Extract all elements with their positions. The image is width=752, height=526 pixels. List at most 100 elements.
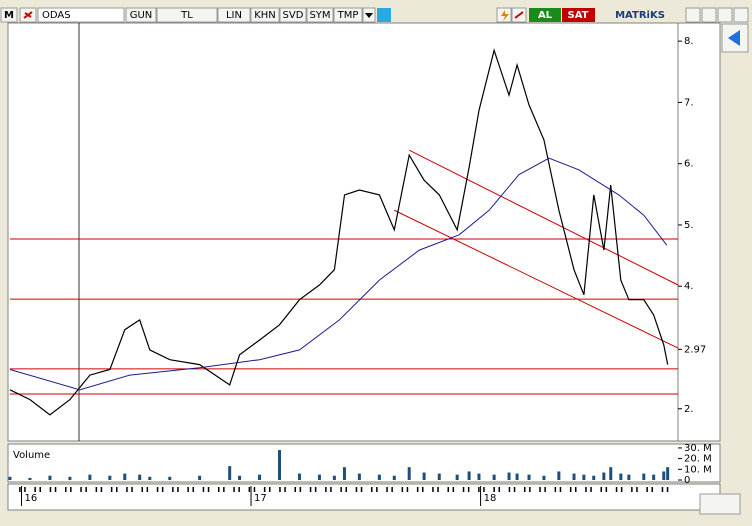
refresh-button[interactable] [699,493,741,515]
volume-bar [557,471,561,480]
minor-tick [207,487,210,492]
minor-tick [575,487,577,492]
x-tick-label: 18 [484,493,497,504]
toolbar-button-label: LIN [226,10,242,21]
restore[interactable] [717,7,733,23]
minor-tick [620,487,623,492]
volume-bar [317,474,321,480]
volume-bar [168,476,172,480]
x-tick-label: 16 [24,493,37,504]
minor-tick [156,487,159,492]
minor-tick [529,487,531,492]
volume-bar [377,474,381,480]
x-axis-panel [7,483,721,511]
close[interactable] [733,7,749,23]
minor-tick [452,487,455,492]
trend-line [394,209,679,349]
y-tick-label: 7. [684,97,694,108]
volume-title: Volume [13,450,50,461]
price-panel [7,22,721,442]
minor-tick [498,487,500,492]
buy-button[interactable] [529,8,561,22]
dropdown-arrow [365,13,373,18]
toolbar-button[interactable] [250,7,280,23]
volume-panel [7,443,721,483]
minor-tick [116,487,118,492]
minor-tick [238,487,240,492]
volume-bar [582,474,586,480]
volume-bar [515,473,519,480]
volume-bar [592,475,596,480]
minor-tick [161,487,164,492]
minor-tick [253,487,256,492]
twitter-button[interactable] [377,8,391,22]
volume-bar [238,475,242,480]
volume-bar [392,475,396,480]
volume-bar [627,474,631,480]
volume-bar [572,473,576,480]
minor-tick [478,487,480,492]
logo-button[interactable] [0,7,18,23]
minor-tick [269,487,271,492]
volume-bar [602,472,606,480]
buy-label: AL [538,10,553,21]
minor-tick [279,487,281,492]
minor-tick [85,487,87,492]
minimize[interactable] [685,7,701,23]
brand: MATRiKS [615,10,665,21]
minor-tick [544,487,546,492]
side-arrow [728,30,740,46]
toolbar-button-label: GUN [130,10,153,21]
minor-tick [636,487,638,492]
minor-tick [462,487,465,492]
minor-tick [554,487,557,492]
toolbar-button[interactable] [279,7,307,23]
minor-tick [146,487,149,492]
volume-bar [492,474,496,480]
volume-bar [148,476,152,480]
minor-tick [284,487,286,492]
toolbar-button[interactable] [217,7,251,23]
volume-y-tick-label: 20. M [684,454,712,465]
minor-tick [141,487,143,492]
toolbar-button[interactable] [125,7,157,23]
volume-bar [297,473,301,480]
minor-tick [483,487,485,492]
sell-button[interactable] [562,8,595,22]
minor-tick [263,487,266,492]
maximize[interactable] [701,7,717,23]
moving-average [9,157,668,391]
minor-tick [345,487,347,492]
minor-tick [631,487,633,492]
minor-tick [406,487,409,492]
minor-tick [416,487,419,492]
volume-bar [8,476,12,480]
symbol-field[interactable] [37,7,125,23]
volume-bar [138,474,142,480]
minor-tick [422,487,424,492]
volume-bar [437,473,441,480]
volume-bar [342,467,346,480]
volume-bar [662,471,666,480]
minor-tick [126,487,128,492]
volume-bar [123,473,127,480]
minor-tick [360,487,363,492]
minor-tick [187,487,189,492]
volume-bar [277,450,281,480]
toolbar-button[interactable] [306,7,334,23]
minor-tick [233,487,235,492]
minor-tick [299,487,302,492]
trend-line [408,149,679,286]
minor-tick [65,487,67,492]
y-tick-label: 8. [684,36,694,47]
toolbar-button[interactable] [156,7,218,23]
volume-bar [357,473,361,480]
minor-tick [615,487,618,492]
volume-bar [108,475,112,480]
volume-bar [48,475,52,480]
volume-bar [542,475,546,480]
volume-bar [477,473,481,480]
toolbar-button[interactable] [333,7,363,23]
minor-tick [223,487,225,492]
